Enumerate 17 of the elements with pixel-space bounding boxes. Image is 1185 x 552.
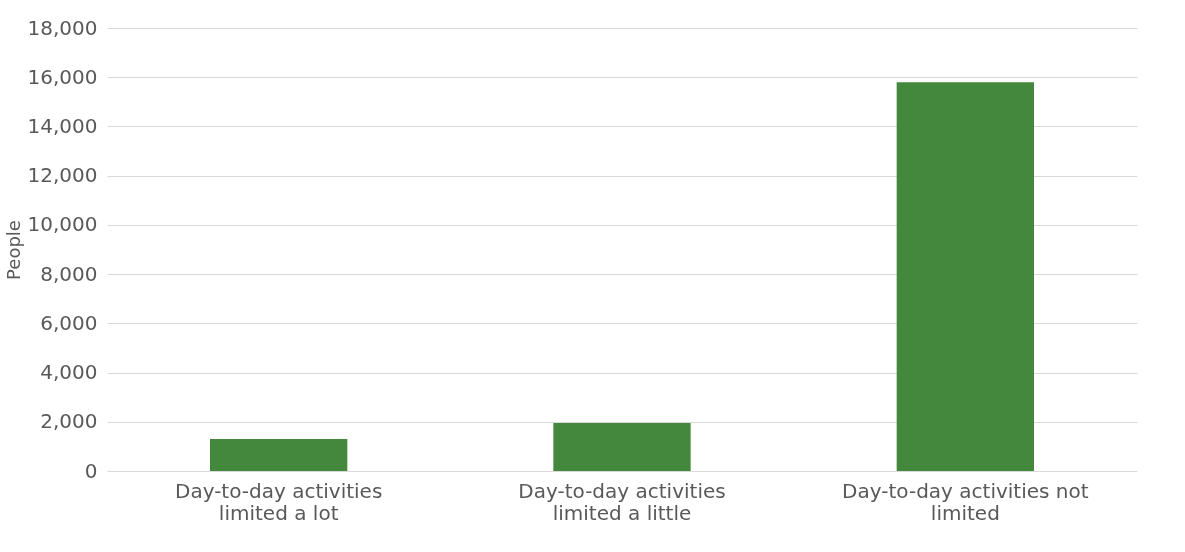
x-tick-label: Day-to-day activities limited a lot <box>174 478 383 525</box>
y-tick-label: 6,000 <box>40 310 98 335</box>
y-tick-label: 4,000 <box>40 360 98 385</box>
y-tick-label: 0 <box>84 458 98 483</box>
y-tick-label: 2,000 <box>40 409 98 434</box>
y-tick-label: 18,000 <box>27 15 98 40</box>
x-tick-label: Day-to-day activities limited a little <box>518 478 726 525</box>
y-tick-label: 8,000 <box>40 261 98 286</box>
bar <box>210 439 348 471</box>
y-tick-label: 14,000 <box>27 113 98 138</box>
bar <box>553 423 691 471</box>
x-tick-label: Day-to-day activities not limited <box>842 478 1089 525</box>
y-tick-label: 10,000 <box>27 212 98 237</box>
y-tick-label: 12,000 <box>27 163 98 188</box>
bar <box>896 82 1034 471</box>
y-axis-title: People <box>2 220 24 280</box>
y-tick-label: 16,000 <box>27 64 98 89</box>
